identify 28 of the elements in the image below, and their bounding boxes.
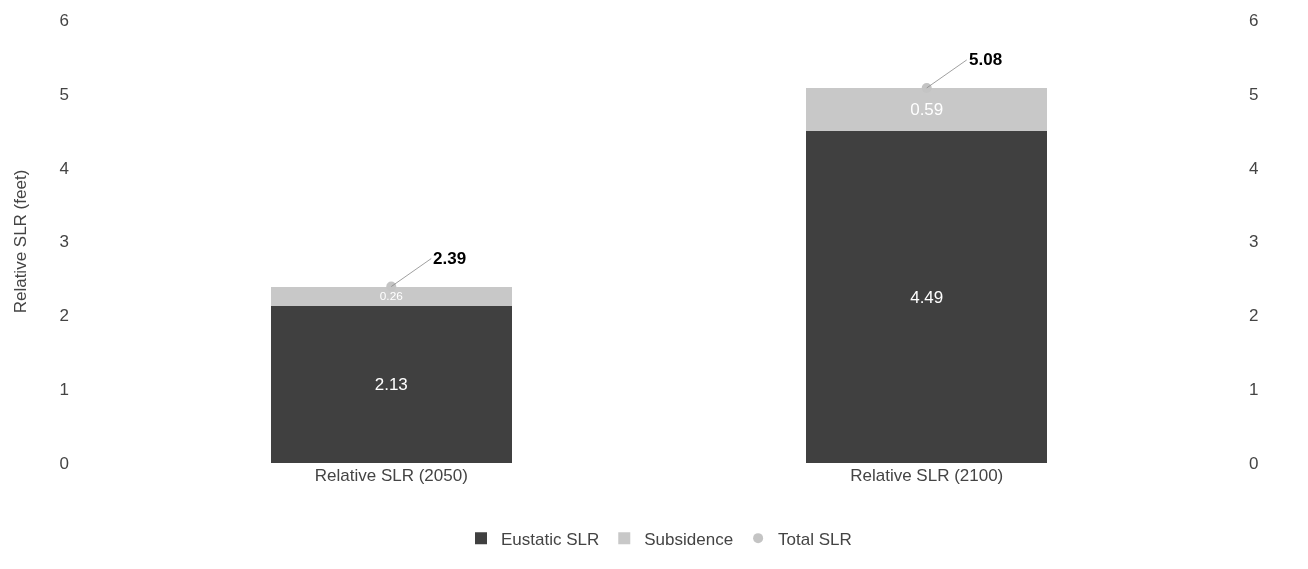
y2-tick-label: 1 [1249,380,1259,400]
y2-tick-label: 4 [1249,158,1259,178]
y-tick-label: 2 [59,306,69,326]
legend-label: Eustatic SLR [501,529,600,549]
y-tick-label: 3 [59,232,69,252]
y-tick-label: 6 [59,10,69,30]
bar [806,131,1048,463]
y-tick-label: 4 [59,158,69,178]
data-label: 2.39 [433,249,467,268]
y2-tick-label: 3 [1249,232,1259,252]
bar [806,87,1048,132]
bar [270,286,512,306]
bar [270,305,512,463]
x-tick-label: Relative SLR (2050) [314,466,468,485]
y2-tick-label: 2 [1249,306,1259,326]
y-tick-label: 5 [59,84,69,104]
y2-tick-label: 0 [1249,453,1259,473]
data-label: 4.49 [910,287,944,307]
data-label: 2.13 [374,374,408,394]
y2-tick-label: 6 [1249,10,1259,30]
data-label: 5.08 [969,50,1003,69]
y-axis-title: Relative SLR (feet) [11,169,30,314]
y-tick-label: 0 [59,453,69,473]
legend-label: Total SLR [778,529,852,549]
y2-tick-label: 5 [1249,84,1259,104]
y-tick-label: 1 [59,380,69,400]
legend-label: Subsidence [644,529,734,549]
x-tick-label: Relative SLR (2100) [850,466,1004,485]
